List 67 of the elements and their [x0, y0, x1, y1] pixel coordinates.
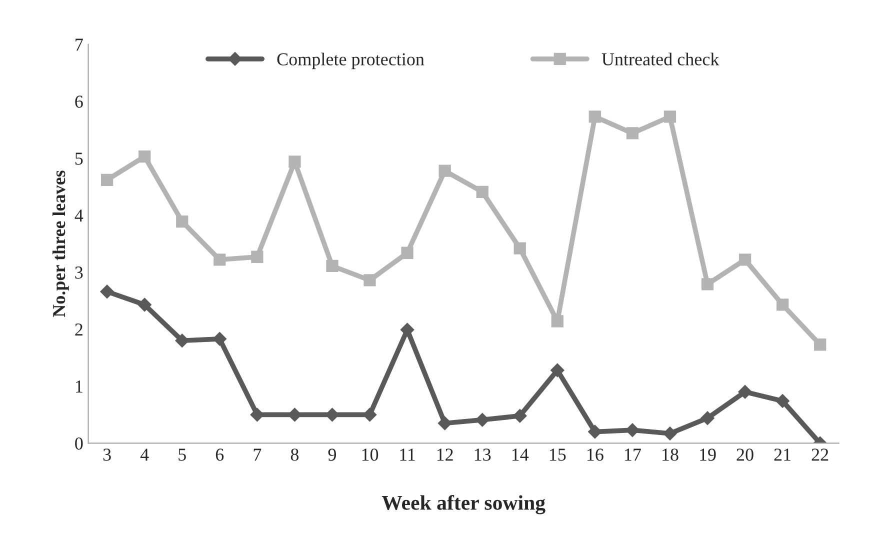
x-tick-label: 20 [736, 448, 754, 461]
point [138, 150, 151, 163]
point [438, 416, 452, 430]
point [475, 412, 490, 427]
x-tick-label: 6 [216, 448, 224, 461]
x-tick-label: 4 [140, 448, 149, 461]
point [588, 424, 602, 439]
point [626, 423, 640, 437]
point [514, 242, 526, 254]
point [663, 426, 677, 440]
legend-label: Complete protection [277, 52, 424, 70]
x-tick-label: 11 [400, 448, 415, 461]
point [326, 260, 338, 272]
y-tick-label: 1 [76, 380, 82, 392]
x-tick-label: 21 [774, 448, 791, 461]
point [100, 174, 114, 186]
point [550, 363, 564, 378]
y-axis-title: No.per three leaves [52, 170, 69, 318]
x-tick-label: 3 [103, 448, 111, 461]
point [138, 298, 152, 312]
x-tick-label: 22 [812, 448, 828, 461]
x-tick-label: 12 [437, 448, 453, 461]
point [400, 322, 414, 337]
point [476, 186, 488, 198]
point [776, 394, 790, 408]
point [214, 254, 226, 266]
point [364, 274, 376, 286]
point [626, 127, 639, 140]
point [738, 385, 752, 399]
x-tick-label: 5 [178, 448, 186, 461]
x-tick-label: 19 [700, 448, 716, 461]
x-tick-label: 16 [587, 448, 604, 461]
y-tick-label: 3 [75, 266, 83, 279]
x-tick-label: 13 [474, 448, 491, 461]
point [288, 156, 301, 168]
y-tick-label: 6 [75, 96, 83, 108]
y-tick-label: 4 [74, 210, 84, 222]
point [664, 110, 676, 123]
legend-label: Untreated check [602, 52, 720, 66]
point [251, 250, 264, 263]
x-tick-label: 18 [662, 448, 678, 461]
point [175, 334, 190, 348]
x-tick-label: 9 [328, 448, 336, 461]
x-tick-label: 17 [625, 448, 641, 461]
y-tick-label: 2 [75, 324, 82, 336]
x-tick-label: 15 [550, 448, 566, 461]
y-tick-label: 5 [75, 152, 83, 165]
point [701, 278, 714, 290]
x-tick-label: 10 [362, 448, 378, 461]
point [176, 215, 188, 228]
point [551, 315, 564, 328]
point [776, 298, 789, 311]
x-axis-title: Week after sowing [382, 494, 546, 514]
point [100, 284, 114, 299]
point [401, 246, 414, 259]
x-tick-label: 7 [254, 448, 262, 461]
point [700, 411, 714, 426]
point [738, 254, 752, 266]
point [588, 110, 601, 123]
point [512, 408, 527, 423]
y-tick-label: 0 [75, 437, 83, 450]
y-tick-label: 7 [76, 38, 83, 51]
point [814, 338, 826, 351]
x-tick-label: 14 [512, 448, 529, 461]
x-tick-label: 8 [290, 448, 299, 461]
point [438, 164, 451, 177]
point [212, 332, 227, 346]
